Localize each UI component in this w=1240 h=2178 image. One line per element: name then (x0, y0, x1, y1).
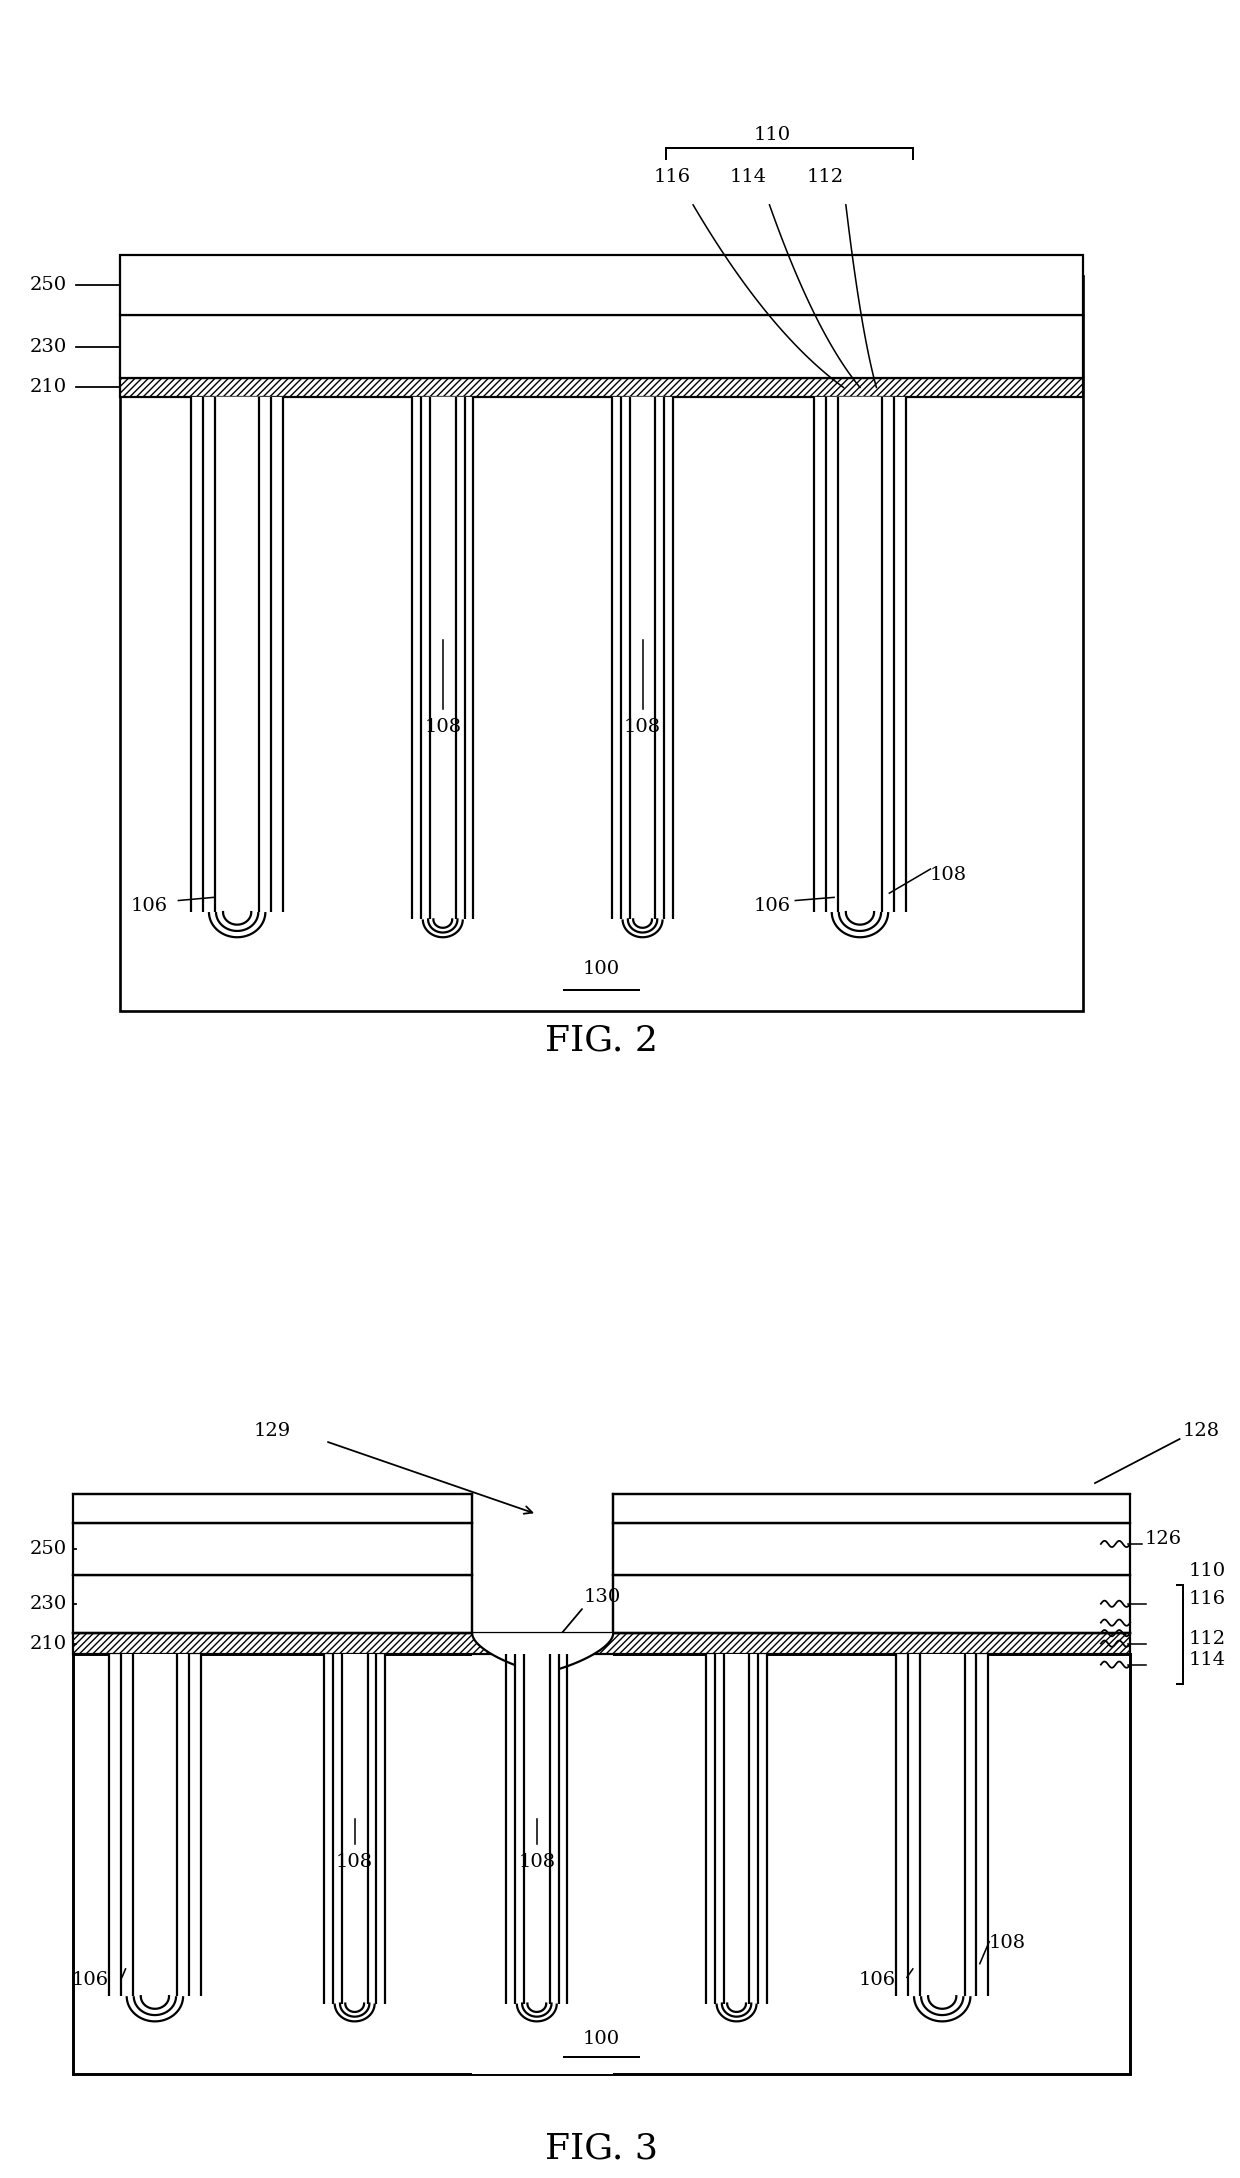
Text: 108: 108 (424, 719, 461, 736)
Text: 106: 106 (859, 1971, 897, 1989)
Polygon shape (908, 1653, 976, 2015)
Text: 106: 106 (72, 1971, 109, 1989)
Polygon shape (324, 1653, 386, 2021)
Text: 129: 129 (254, 1422, 291, 1440)
Polygon shape (815, 396, 905, 937)
Text: 108: 108 (988, 1934, 1025, 1951)
Bar (73, 1653, 1130, 2073)
Polygon shape (191, 396, 283, 937)
Polygon shape (109, 1653, 201, 2021)
Polygon shape (430, 396, 456, 928)
Text: 108: 108 (518, 1853, 556, 1871)
Text: FIG. 2: FIG. 2 (546, 1024, 658, 1059)
Polygon shape (613, 396, 673, 937)
Text: 128: 128 (1183, 1422, 1220, 1440)
Bar (119, 379, 1084, 396)
Polygon shape (621, 396, 665, 932)
Polygon shape (472, 1634, 614, 1673)
Polygon shape (332, 1653, 377, 2017)
Text: 108: 108 (930, 865, 967, 884)
Bar (614, 1575, 1130, 1634)
Text: 112: 112 (806, 168, 843, 185)
Text: 108: 108 (336, 1853, 373, 1871)
Text: 100: 100 (583, 960, 620, 978)
Polygon shape (706, 1653, 768, 2021)
Polygon shape (523, 1653, 549, 2012)
Polygon shape (826, 396, 894, 930)
Text: 106: 106 (753, 897, 790, 915)
Bar (614, 1522, 1130, 1575)
Text: 112: 112 (1189, 1629, 1226, 1647)
Polygon shape (506, 1653, 568, 2021)
Text: 106: 106 (130, 897, 167, 915)
Polygon shape (203, 396, 272, 930)
Bar (119, 277, 1084, 1011)
Text: 116: 116 (1189, 1590, 1226, 1607)
Text: 100: 100 (583, 2030, 620, 2049)
Text: 250: 250 (30, 277, 67, 294)
Text: 110: 110 (1189, 1562, 1226, 1581)
Bar (73, 1522, 472, 1575)
Polygon shape (714, 1653, 759, 2017)
Text: 108: 108 (624, 719, 661, 736)
Bar (73, 1494, 472, 1522)
Polygon shape (342, 1653, 367, 2012)
Polygon shape (630, 396, 656, 928)
Text: 230: 230 (30, 338, 67, 355)
Polygon shape (838, 396, 883, 926)
Text: 110: 110 (753, 126, 790, 144)
Polygon shape (412, 396, 474, 937)
Polygon shape (897, 1653, 988, 2021)
Polygon shape (515, 1653, 558, 2017)
Text: 116: 116 (653, 168, 691, 185)
Polygon shape (215, 396, 259, 926)
Polygon shape (920, 1653, 965, 2008)
Bar (614, 1494, 1130, 1522)
Bar (119, 316, 1084, 379)
Text: 114: 114 (1189, 1651, 1226, 1668)
Text: 126: 126 (1145, 1529, 1182, 1549)
Bar (73, 1575, 472, 1634)
Bar (119, 255, 1084, 316)
Bar (472, 1494, 614, 2073)
Bar (73, 1634, 1130, 1653)
Text: 130: 130 (584, 1588, 621, 1605)
Polygon shape (133, 1653, 177, 2008)
Text: 250: 250 (30, 1540, 67, 1557)
Text: 210: 210 (30, 379, 67, 396)
Text: 230: 230 (30, 1594, 67, 1614)
Polygon shape (120, 1653, 188, 2015)
Polygon shape (724, 1653, 749, 2012)
Polygon shape (422, 396, 465, 932)
Text: 210: 210 (30, 1636, 67, 1653)
Text: 114: 114 (730, 168, 766, 185)
Text: FIG. 3: FIG. 3 (544, 2132, 658, 2165)
